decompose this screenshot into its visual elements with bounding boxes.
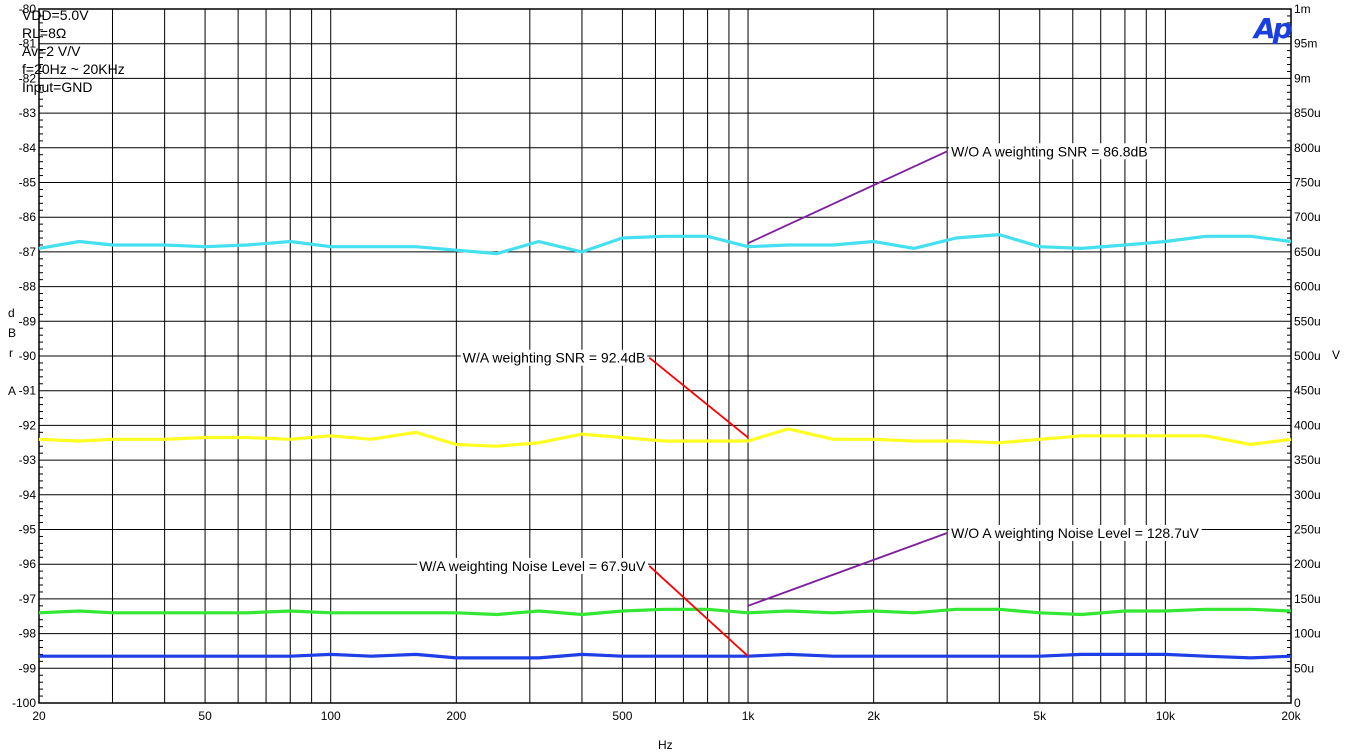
x-tick-label: 1k — [742, 709, 756, 723]
x-tick-label: 20k — [1281, 709, 1301, 723]
plot-frame — [38, 8, 1292, 704]
condition-rl: RL=8Ω — [22, 25, 67, 41]
y-left-tick-label: -93 — [19, 453, 37, 467]
annotation-label-2: W/O A weighting Noise Level = 128.7uV — [951, 525, 1200, 541]
ylabel-right: V — [1332, 348, 1341, 362]
y-right-tick-label: 550u — [1294, 314, 1321, 328]
y-right-tick-label: 850u — [1294, 106, 1321, 120]
annotation-label-0: W/O A weighting SNR = 86.8dB — [951, 143, 1148, 159]
y-right-tick-label: 800u — [1294, 141, 1321, 155]
y-left-tick-label: -81 — [19, 37, 37, 51]
annotation-bg-1 — [460, 349, 648, 366]
test-conditions: VDD=5.0V RL=8Ω Av=2 V/V f=20Hz ~ 20KHz I… — [22, 6, 125, 96]
y-left-tick-label: -99 — [19, 661, 37, 675]
y-left-tick-label: -86 — [19, 210, 37, 224]
y-left-tick-label: -95 — [19, 523, 37, 537]
annotation-label-1: W/A weighting SNR = 92.4dB — [463, 350, 646, 366]
condition-vdd: VDD=5.0V — [22, 7, 89, 23]
x-tick-label: 20 — [32, 709, 46, 723]
x-tick-label: 100 — [321, 709, 341, 723]
series-line-0 — [38, 233, 1292, 256]
y-right-tick-label: 200u — [1294, 557, 1321, 571]
y-right-tick-label: 400u — [1294, 418, 1321, 432]
y-left-tick-label: -96 — [19, 557, 37, 571]
y-left-tick-label: -94 — [19, 488, 37, 502]
annotation-bg-3 — [417, 557, 648, 574]
x-tick-label: 50 — [198, 709, 212, 723]
annotation-arrow-3 — [648, 565, 749, 657]
y-left-tick-label: -80 — [19, 2, 37, 16]
y-right-tick-label: 300u — [1294, 488, 1321, 502]
ylabel-left-a: A — [8, 384, 17, 398]
y-right-tick-label: 650u — [1294, 245, 1321, 259]
y-right-tick-label: 750u — [1294, 176, 1321, 190]
y-left-tick-label: -92 — [19, 418, 37, 432]
y-left-tick-label: -91 — [19, 384, 37, 398]
x-tick-label: 200 — [446, 709, 466, 723]
y-left-tick-label: -85 — [19, 176, 37, 190]
annotation-arrow-2 — [747, 532, 948, 607]
y-right-tick-label: 50u — [1294, 661, 1314, 675]
y-left-tick-label: -87 — [19, 245, 37, 259]
y-left-tick-label: -89 — [19, 314, 37, 328]
y-right-tick-label: 100u — [1294, 627, 1321, 641]
y-left-tick-label: -100 — [12, 696, 36, 710]
y-right-tick-label: 500u — [1294, 349, 1321, 363]
y-left-tick-label: -97 — [19, 592, 37, 606]
y-right-tick-label: 600u — [1294, 280, 1321, 294]
y-right-tick-label: 95m — [1294, 37, 1317, 51]
y-left-tick-label: -98 — [19, 627, 37, 641]
x-tick-label: 2k — [867, 709, 881, 723]
annotation-bg-2 — [949, 524, 1202, 541]
xlabel: Hz — [658, 738, 673, 752]
y-right-tick-label: 0 — [1294, 696, 1301, 710]
series-line-1 — [38, 427, 1292, 448]
condition-input: Input=GND — [22, 79, 93, 95]
y-right-tick-label: 250u — [1294, 523, 1321, 537]
y-right-tick-label: 450u — [1294, 384, 1321, 398]
x-tick-label: 10k — [1156, 709, 1176, 723]
ylabel-left-b: B — [8, 326, 17, 340]
ylabel-left-d: d — [8, 306, 15, 320]
y-right-tick-label: 350u — [1294, 453, 1321, 467]
annotation-arrow-1 — [648, 357, 749, 439]
ap-logo: Ap — [1254, 12, 1293, 45]
y-right-tick-label: 9m — [1294, 71, 1311, 85]
ylabel-left-r: r — [9, 346, 13, 360]
y-left-tick-label: -84 — [19, 141, 37, 155]
y-right-tick-label: 150u — [1294, 592, 1321, 606]
annotation-arrow-0 — [747, 150, 948, 245]
annotation-label-3: W/A weighting Noise Level = 67.9uV — [419, 558, 646, 574]
series-line-2 — [38, 607, 1292, 617]
y-right-tick-label: 1m — [1294, 2, 1311, 16]
y-left-tick-label: -83 — [19, 106, 37, 120]
annotation-bg-0 — [949, 143, 1150, 160]
x-tick-label: 5k — [1033, 709, 1047, 723]
series-line-3 — [39, 652, 1292, 660]
y-left-tick-label: -82 — [19, 71, 37, 85]
x-tick-label: 500 — [612, 709, 632, 723]
condition-freq: f=20Hz ~ 20KHz — [22, 61, 125, 77]
y-left-tick-label: -88 — [19, 280, 37, 294]
condition-av: Av=2 V/V — [22, 43, 81, 59]
y-left-tick-label: -90 — [19, 349, 37, 363]
y-right-tick-label: 700u — [1294, 210, 1321, 224]
